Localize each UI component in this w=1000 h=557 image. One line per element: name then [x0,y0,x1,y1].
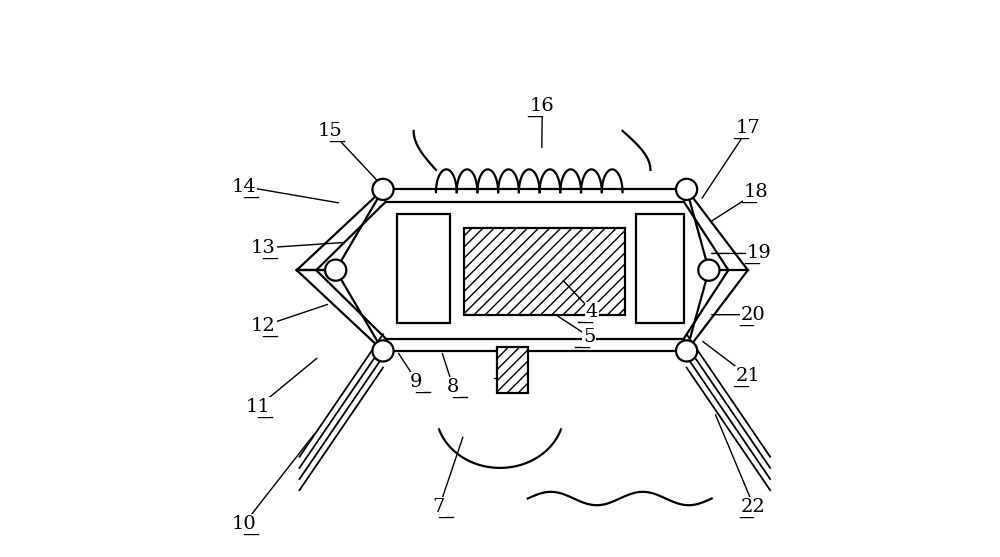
Circle shape [372,179,394,200]
Text: 5: 5 [583,328,595,346]
Text: 19: 19 [747,245,771,262]
Text: 14: 14 [231,178,256,196]
Text: 6: 6 [502,359,515,377]
Text: 11: 11 [245,398,270,416]
Bar [636,214,684,323]
Bar [397,214,450,323]
Circle shape [372,340,394,361]
Text: 4: 4 [586,303,598,321]
Text: 15: 15 [318,122,342,140]
Text: 21: 21 [735,367,760,385]
Circle shape [698,260,719,281]
Text: 13: 13 [251,239,276,257]
Circle shape [676,340,697,361]
Text: 12: 12 [251,317,276,335]
Text: 17: 17 [735,119,760,137]
Bar [497,347,528,393]
Text: 16: 16 [529,97,554,115]
Circle shape [676,179,697,200]
Text: 7: 7 [433,498,445,516]
Text: 9: 9 [410,373,423,390]
Text: 10: 10 [231,515,256,532]
Text: 18: 18 [744,183,769,201]
Text: 8: 8 [446,378,459,396]
Text: 20: 20 [741,306,766,324]
Bar [464,228,625,315]
Circle shape [325,260,346,281]
Text: 22: 22 [741,498,766,516]
